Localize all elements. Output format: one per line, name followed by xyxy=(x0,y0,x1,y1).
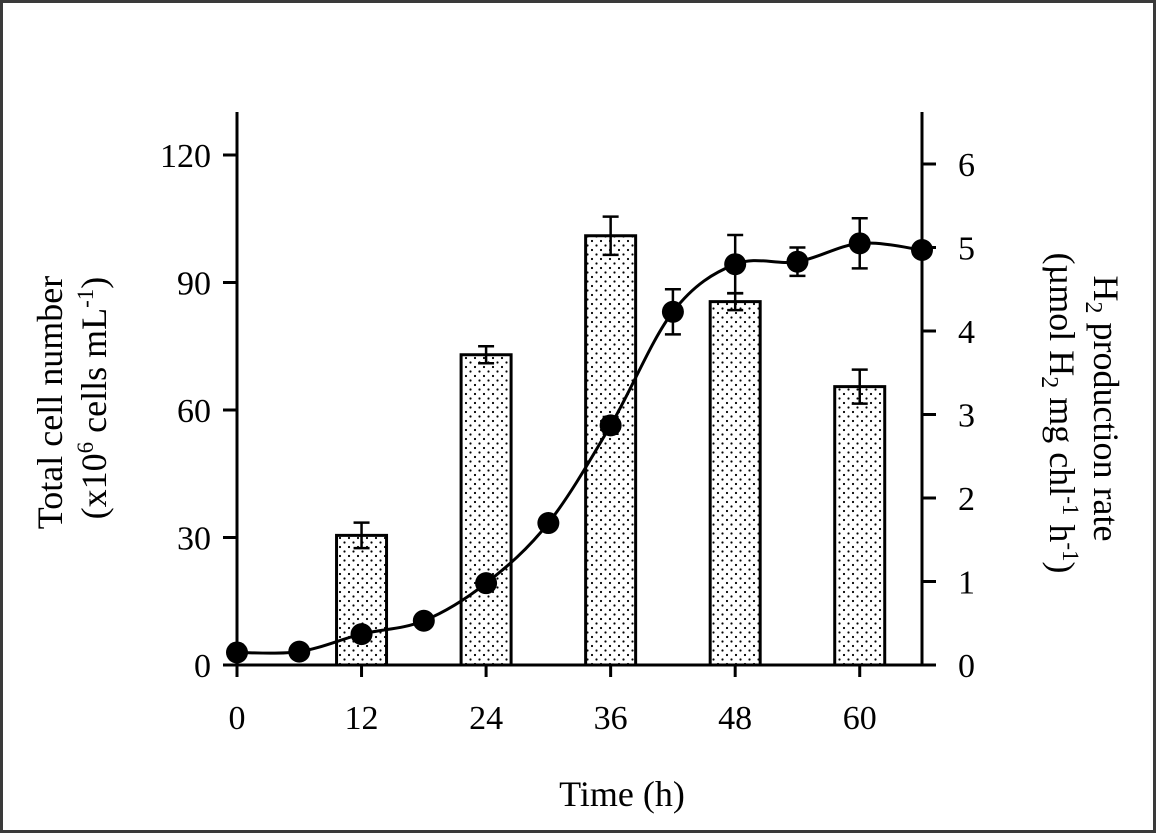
bar-60h xyxy=(833,385,887,667)
point-24h xyxy=(475,572,498,595)
point-0h xyxy=(226,641,248,664)
right-tick-label-6: 6 xyxy=(958,147,975,184)
x-tick-label-48: 48 xyxy=(718,700,752,737)
right-tick-label-1: 1 xyxy=(958,565,975,602)
point-36h xyxy=(599,414,622,437)
line-layer xyxy=(226,217,933,664)
left-tick-label-60: 60 xyxy=(177,393,211,430)
right-tick-label-2: 2 xyxy=(958,481,975,518)
bars-layer xyxy=(335,215,887,667)
x-tick-label-60: 60 xyxy=(843,700,877,737)
left-tick-label-30: 30 xyxy=(177,521,211,558)
point-66h xyxy=(911,239,933,262)
left-axis-title: Total cell number (x106 cells mL-1) xyxy=(30,267,114,529)
point-18h xyxy=(412,609,435,632)
bar-12h xyxy=(335,533,389,667)
point-60h xyxy=(848,232,871,255)
right-axis-title-line2: (µmol H2 mg chl-1 h-1) xyxy=(1036,252,1083,573)
x-axis-title: Time (h) xyxy=(559,774,685,814)
x-tick-label-12: 12 xyxy=(345,700,379,737)
x-tick-label-36: 36 xyxy=(594,700,628,737)
right-tick-label-0: 0 xyxy=(958,648,975,685)
bar-36h xyxy=(584,234,638,667)
point-48h xyxy=(724,253,747,276)
point-30h xyxy=(537,512,560,535)
left-tick-label-120: 120 xyxy=(160,138,211,175)
point-12h xyxy=(350,623,373,646)
point-6h xyxy=(288,640,311,663)
left-axis-title-line1: Total cell number xyxy=(30,276,70,529)
bar-48h xyxy=(708,300,762,667)
left-tick-label-90: 90 xyxy=(177,266,211,303)
right-axis-title-line1: H2 production rate xyxy=(1080,276,1126,551)
x-tick-label-0: 0 xyxy=(229,700,246,737)
right-axis-title: H2 production rate (µmol H2 mg chl-1 h-1… xyxy=(1036,252,1126,573)
axes-layer xyxy=(223,112,936,677)
left-tick-label-0: 0 xyxy=(194,648,211,685)
left-axis-title-line2: (x106 cells mL-1) xyxy=(73,277,114,520)
right-tick-label-3: 3 xyxy=(958,398,975,435)
right-tick-label-5: 5 xyxy=(958,231,975,268)
point-54h xyxy=(786,250,809,273)
right-tick-label-4: 4 xyxy=(958,314,975,351)
bar-24h xyxy=(459,353,513,667)
point-42h xyxy=(661,300,684,323)
x-tick-label-24: 24 xyxy=(469,700,503,737)
